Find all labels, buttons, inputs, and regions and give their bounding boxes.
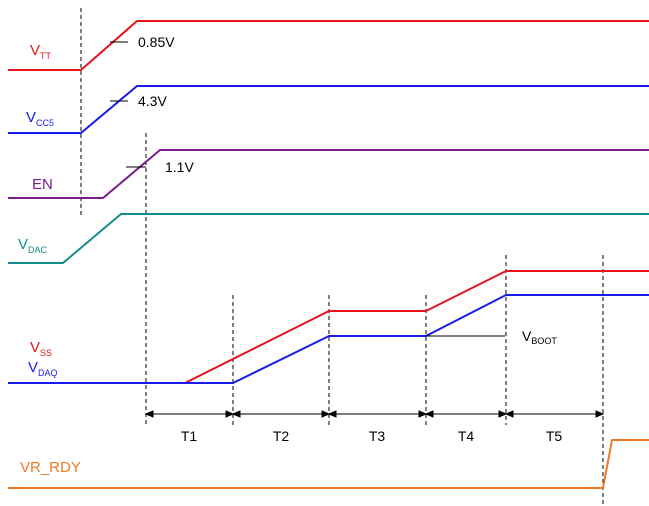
vcc5-label-main: V bbox=[26, 109, 36, 126]
t2-arrowhead-right bbox=[321, 410, 331, 418]
vdaq-signal-label: VDAQ bbox=[28, 359, 58, 378]
interval-label-t3: T3 bbox=[369, 428, 386, 444]
vtt-threshold-label: 0.85V bbox=[138, 34, 175, 50]
t1-arrowhead-right bbox=[225, 410, 235, 418]
vdaq-label-sub: DAQ bbox=[38, 368, 58, 378]
interval-label-t5: T5 bbox=[546, 428, 563, 444]
vdaq-waveform bbox=[8, 294, 649, 384]
vtt-label-sub: TT bbox=[40, 51, 51, 61]
t5-arrowhead-left bbox=[504, 410, 514, 418]
en-threshold-label: 1.1V bbox=[165, 159, 194, 175]
vdac-label-sub: DAC bbox=[28, 245, 48, 255]
vtt-signal-label: VTT bbox=[30, 42, 52, 61]
vss-label-sub: SS bbox=[40, 348, 52, 358]
interval-label-t2: T2 bbox=[273, 428, 290, 444]
t3-arrowhead-right bbox=[418, 410, 428, 418]
timing-markers bbox=[80, 8, 604, 505]
vtt-label-main: V bbox=[30, 42, 40, 59]
interval-label-t4: T4 bbox=[458, 428, 475, 444]
interval-arrows bbox=[144, 410, 605, 418]
vboot-label: VBOOT bbox=[522, 328, 557, 346]
vcc5-label-sub: CC5 bbox=[36, 118, 54, 128]
vcc5-signal-label: VCC5 bbox=[26, 109, 54, 128]
vr-rdy-signal-label: VR_RDY bbox=[20, 459, 81, 476]
en-waveform bbox=[8, 149, 649, 199]
t4-arrowhead-left bbox=[424, 410, 434, 418]
vss-label-main: V bbox=[30, 339, 40, 356]
vboot-label-main: V bbox=[522, 328, 532, 344]
vcc5-waveform bbox=[8, 85, 649, 134]
vdaq-label-main: V bbox=[28, 359, 38, 376]
t1-arrowhead-left bbox=[144, 410, 154, 418]
vdac-waveform bbox=[8, 213, 649, 264]
t4-arrowhead-right bbox=[498, 410, 508, 418]
t3-arrowhead-left bbox=[327, 410, 337, 418]
vdac-label-main: V bbox=[18, 236, 28, 253]
vcc5-threshold-label: 4.3V bbox=[138, 93, 167, 109]
t2-arrowhead-left bbox=[231, 410, 241, 418]
interval-label-t1: T1 bbox=[181, 428, 198, 444]
t5-arrowhead-right bbox=[595, 410, 605, 418]
vboot-label-sub: BOOT bbox=[531, 336, 557, 346]
vdac-signal-label: VDAC bbox=[18, 236, 48, 255]
vr-rdy-waveform bbox=[8, 439, 649, 489]
en-signal-label: EN bbox=[32, 176, 53, 193]
vss-signal-label: VSS bbox=[30, 339, 52, 358]
vtt-waveform bbox=[8, 20, 649, 71]
